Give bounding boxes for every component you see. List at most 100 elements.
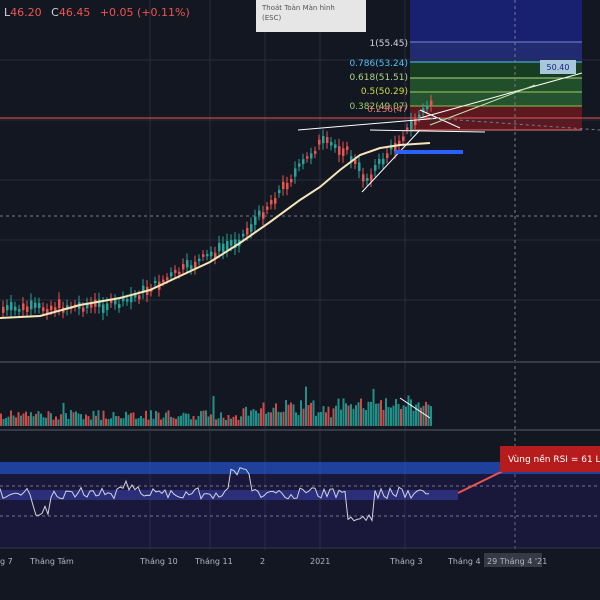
candle[interactable]	[10, 302, 13, 311]
candle[interactable]	[86, 303, 89, 309]
candle[interactable]	[366, 178, 369, 181]
candle[interactable]	[314, 151, 317, 154]
candle[interactable]	[270, 200, 273, 205]
candle[interactable]	[14, 306, 17, 311]
rsi-line[interactable]	[0, 467, 430, 523]
candle[interactable]	[370, 174, 373, 181]
candle[interactable]	[190, 265, 193, 270]
candle[interactable]	[234, 239, 237, 248]
candle[interactable]	[134, 294, 137, 298]
candle[interactable]	[42, 307, 45, 312]
candle[interactable]	[398, 140, 401, 146]
candle[interactable]	[214, 252, 217, 259]
candle[interactable]	[122, 296, 125, 302]
candle[interactable]	[418, 114, 421, 118]
candle[interactable]	[186, 260, 189, 268]
candle[interactable]	[378, 159, 381, 164]
volume-trendline[interactable]	[399, 397, 431, 419]
candle[interactable]	[38, 303, 41, 309]
candle[interactable]	[302, 159, 305, 165]
candle[interactable]	[114, 299, 117, 305]
candle[interactable]	[22, 303, 25, 311]
candle[interactable]	[258, 210, 261, 216]
candle[interactable]	[154, 280, 157, 284]
candle[interactable]	[246, 227, 249, 235]
candle[interactable]	[342, 148, 345, 156]
candle[interactable]	[410, 120, 413, 130]
candle[interactable]	[306, 156, 309, 159]
candle[interactable]	[82, 307, 85, 312]
candle[interactable]	[218, 242, 221, 252]
target-price-label[interactable]: 50.40	[540, 60, 576, 74]
candle[interactable]	[298, 163, 301, 167]
candle[interactable]	[98, 299, 101, 307]
candle[interactable]	[354, 159, 357, 164]
candle[interactable]	[170, 272, 173, 277]
candle[interactable]	[382, 158, 385, 165]
candle[interactable]	[282, 181, 285, 190]
candle[interactable]	[102, 304, 105, 313]
candle[interactable]	[226, 240, 229, 250]
candle[interactable]	[182, 264, 185, 270]
support-zone[interactable]	[395, 150, 463, 154]
candle[interactable]	[90, 302, 93, 308]
candle[interactable]	[142, 285, 145, 293]
candle[interactable]	[250, 224, 253, 232]
candle[interactable]	[206, 254, 209, 257]
candle[interactable]	[414, 119, 417, 126]
volume-series[interactable]	[0, 386, 432, 426]
candle[interactable]	[58, 299, 61, 308]
candle[interactable]	[326, 137, 329, 143]
candle[interactable]	[278, 189, 281, 194]
candle[interactable]	[290, 179, 293, 183]
candle[interactable]	[162, 279, 165, 283]
candle[interactable]	[322, 136, 325, 144]
candle[interactable]	[386, 153, 389, 159]
candle[interactable]	[230, 240, 233, 246]
candle[interactable]	[198, 258, 201, 262]
candle[interactable]	[358, 162, 361, 171]
rsi-band-mid[interactable]	[0, 490, 458, 500]
candle[interactable]	[6, 305, 9, 311]
candle[interactable]	[394, 142, 397, 152]
candle[interactable]	[138, 295, 141, 300]
candle[interactable]	[130, 294, 133, 303]
candle[interactable]	[338, 146, 341, 155]
candle[interactable]	[422, 108, 425, 112]
candle[interactable]	[362, 174, 365, 182]
candle[interactable]	[106, 303, 109, 310]
candle[interactable]	[274, 198, 277, 204]
candle[interactable]	[266, 206, 269, 210]
candle[interactable]	[406, 127, 409, 130]
candle[interactable]	[2, 306, 5, 313]
candle[interactable]	[310, 153, 313, 159]
candle[interactable]	[330, 141, 333, 146]
candle[interactable]	[202, 254, 205, 257]
candle[interactable]	[210, 251, 213, 257]
candle[interactable]	[178, 271, 181, 275]
candle[interactable]	[350, 156, 353, 163]
candle[interactable]	[318, 139, 321, 145]
candle[interactable]	[34, 302, 37, 308]
candle[interactable]	[30, 300, 33, 310]
moving-average-line[interactable]	[0, 142, 431, 319]
candle[interactable]	[262, 212, 265, 219]
rsi-band-top[interactable]	[0, 462, 600, 474]
candle[interactable]	[166, 277, 169, 280]
candle[interactable]	[254, 216, 257, 225]
candle[interactable]	[294, 168, 297, 177]
candle[interactable]	[118, 304, 121, 308]
candle[interactable]	[242, 233, 245, 237]
candle[interactable]	[54, 307, 57, 312]
candle[interactable]	[126, 298, 129, 302]
candle[interactable]	[430, 100, 433, 107]
candle[interactable]	[46, 309, 49, 315]
candle[interactable]	[222, 243, 225, 253]
candlestick-series[interactable]	[2, 94, 433, 321]
candle[interactable]	[334, 144, 337, 148]
candle[interactable]	[426, 105, 429, 110]
candle[interactable]	[402, 136, 405, 141]
candle[interactable]	[194, 261, 197, 269]
trend-lines[interactable]	[297, 72, 600, 193]
